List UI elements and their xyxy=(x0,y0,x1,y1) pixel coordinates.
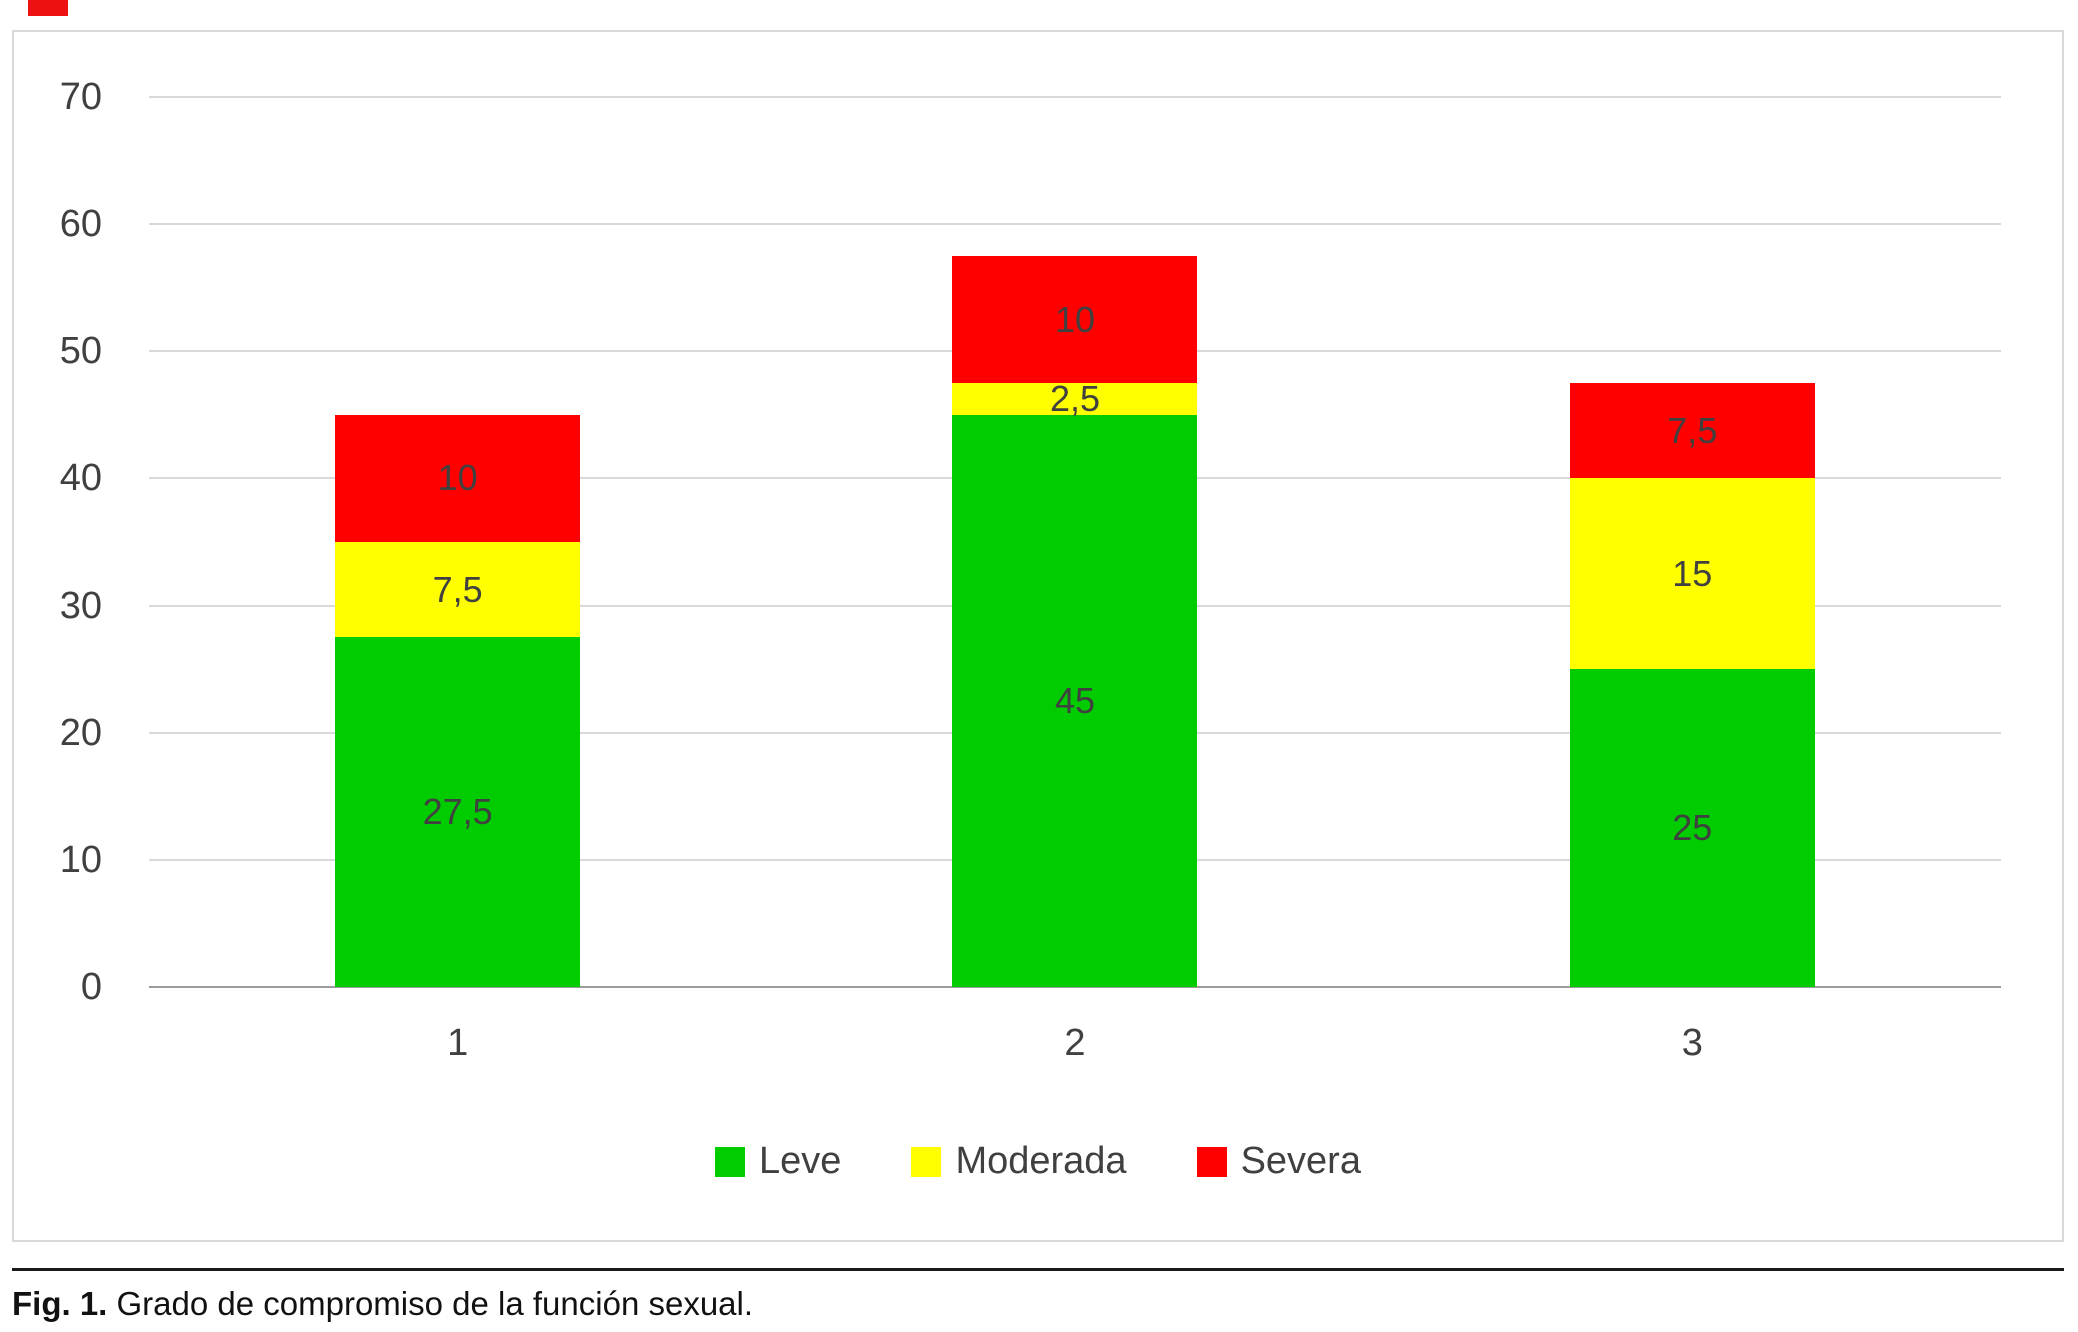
y-axis-tick-label: 30 xyxy=(59,584,102,627)
legend-item-severa: Severa xyxy=(1196,1140,1361,1183)
bar-group-2: 45 2,5 10 xyxy=(766,97,1383,987)
y-axis-tick-label: 20 xyxy=(59,711,102,754)
legend-item-moderada: Moderada xyxy=(911,1140,1127,1183)
data-label-moderada-cat3: 15 xyxy=(1672,552,1713,594)
y-axis-tick-label: 50 xyxy=(59,330,102,373)
legend-swatch-icon xyxy=(911,1146,942,1177)
stacked-bar-2: 45 2,5 10 xyxy=(952,97,1198,987)
y-axis-tick-label: 60 xyxy=(59,203,102,246)
y-axis-tick-label: 40 xyxy=(59,457,102,500)
segment-severa-cat2: 10 xyxy=(952,255,1198,384)
x-axis-tick-label-3: 3 xyxy=(1681,1022,1703,1064)
stacked-bar-3: 25 15 7,5 xyxy=(1569,97,1815,987)
x-axis-line xyxy=(149,986,2001,988)
cropped-red-artifact xyxy=(28,0,68,16)
legend-item-leve: Leve xyxy=(715,1140,841,1183)
legend-swatch-icon xyxy=(715,1146,746,1177)
legend: Leve Moderada Severa xyxy=(14,1140,2062,1183)
data-label-leve-cat3: 25 xyxy=(1672,807,1713,849)
data-label-severa-cat1: 10 xyxy=(437,457,478,499)
segment-leve-cat1: 27,5 xyxy=(335,637,581,987)
y-axis-tick-label: 70 xyxy=(59,76,102,118)
gridline xyxy=(149,223,2001,226)
data-label-leve-cat2: 45 xyxy=(1054,679,1096,721)
segment-moderada-cat2: 2,5 xyxy=(952,378,1198,419)
figure-caption: Fig. 1. Grado de compromiso de la funció… xyxy=(12,1268,2064,1323)
segment-moderada-cat3: 15 xyxy=(1569,478,1815,670)
segment-leve-cat3: 25 xyxy=(1569,669,1815,987)
x-axis-tick-label-1: 1 xyxy=(447,1022,469,1064)
gridline xyxy=(149,96,2001,98)
legend-swatch-icon xyxy=(1196,1146,1227,1177)
segment-severa-cat1: 10 xyxy=(335,414,581,543)
chart-frame: 27,5 7,5 10 45 2,5 10 25 15 7,5 0 10 20 30 40 50 60 70 … xyxy=(12,30,2064,1242)
x-axis-tick-label-2: 2 xyxy=(1064,1022,1086,1064)
data-label-moderada-cat1: 7,5 xyxy=(432,568,483,610)
y-axis-tick-label: 0 xyxy=(80,966,102,1008)
stacked-bar-1: 27,5 7,5 10 xyxy=(335,97,581,987)
data-label-leve-cat1: 27,5 xyxy=(422,791,493,833)
figure-label: Fig. 1. xyxy=(12,1285,108,1322)
legend-label: Severa xyxy=(1240,1140,1361,1182)
bar-group-3: 25 15 7,5 xyxy=(1384,97,2001,987)
segment-severa-cat3: 7,5 xyxy=(1569,383,1815,479)
data-label-moderada-cat2: 2,5 xyxy=(1049,377,1101,419)
legend-label: Moderada xyxy=(955,1140,1127,1182)
legend-label: Leve xyxy=(759,1140,842,1182)
y-axis-tick-label: 10 xyxy=(59,838,102,881)
segment-leve-cat2: 45 xyxy=(952,414,1198,987)
data-label-severa-cat2: 10 xyxy=(1054,298,1096,340)
bars-container: 27,5 7,5 10 45 2,5 10 25 15 7,5 xyxy=(149,97,2001,987)
x-axis-labels: 1 2 3 xyxy=(149,1022,2001,1065)
caption-text: Grado de compromiso de la función sexual… xyxy=(107,1285,754,1322)
bar-group-1: 27,5 7,5 10 xyxy=(149,97,766,987)
segment-moderada-cat1: 7,5 xyxy=(335,542,581,638)
plot-area: 27,5 7,5 10 45 2,5 10 25 15 7,5 0 10 20 30 40 50 60 70 xyxy=(60,78,2001,1006)
data-label-severa-cat3: 7,5 xyxy=(1667,409,1718,451)
